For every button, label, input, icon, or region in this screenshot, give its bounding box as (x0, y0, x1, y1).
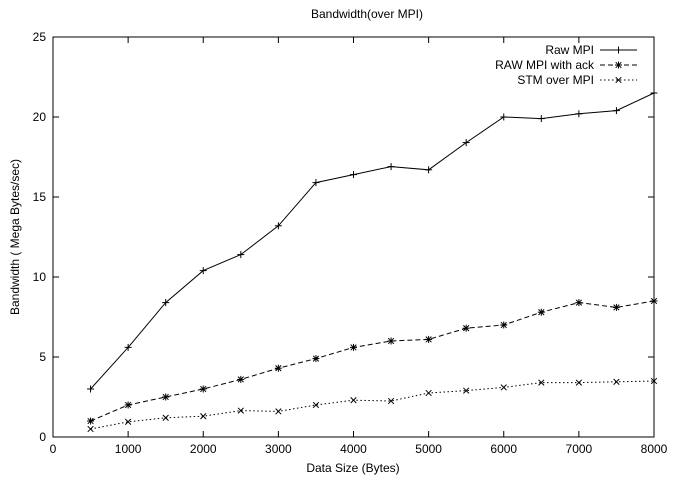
data-point (237, 375, 245, 383)
y-tick-label: 25 (33, 30, 47, 44)
data-point (312, 179, 320, 187)
data-point (650, 297, 658, 305)
data-point (387, 397, 395, 405)
data-point (650, 377, 658, 385)
data-point (538, 379, 545, 386)
y-axis-label: Bandwidth ( Mega Bytes/sec) (8, 159, 22, 315)
series-line (90, 92, 655, 390)
y-tick-label: 0 (39, 430, 46, 444)
data-point (124, 343, 132, 351)
data-point (613, 378, 620, 385)
data-point (274, 222, 282, 230)
data-point (124, 401, 132, 409)
x-axis-label: Data Size (Bytes) (306, 461, 399, 475)
data-point (575, 110, 583, 118)
data-point (425, 389, 432, 397)
data-point (537, 308, 545, 316)
data-point (500, 321, 508, 329)
data-point (350, 171, 357, 179)
x-tick-label: 5000 (415, 442, 442, 456)
data-point (124, 418, 132, 425)
x-tick-label: 3000 (265, 442, 292, 456)
y-tick-label: 10 (33, 270, 47, 284)
legend-marker (615, 76, 622, 84)
x-tick-label: 1000 (115, 442, 142, 456)
x-tick-label: 4000 (340, 442, 367, 456)
data-point (162, 299, 170, 307)
data-point (650, 89, 658, 97)
data-point (199, 385, 207, 393)
data-point (350, 343, 357, 351)
data-point (162, 414, 169, 421)
y-tick-label: 15 (33, 190, 47, 204)
x-tick-label: 0 (50, 442, 57, 456)
series-line (90, 300, 655, 422)
data-point (200, 413, 207, 420)
series-layer (87, 89, 658, 433)
data-point (612, 107, 620, 115)
data-point (275, 408, 282, 415)
series-0 (87, 89, 658, 393)
data-point (87, 385, 95, 393)
x-axis: 0 1000 2000 3000 4000 5000 6000 7000 8000 (50, 37, 668, 456)
data-point (462, 324, 470, 332)
data-point (312, 401, 320, 409)
data-point (575, 379, 583, 386)
data-point (612, 303, 620, 311)
data-point (350, 397, 357, 404)
x-tick-label: 8000 (641, 442, 668, 456)
y-tick-label: 5 (39, 350, 46, 364)
data-point (500, 113, 508, 121)
data-point (199, 267, 207, 275)
data-point (87, 425, 94, 433)
legend-marker (615, 61, 622, 69)
legend-label: Raw MPI (545, 43, 594, 57)
x-tick-label: 2000 (190, 442, 217, 456)
data-point (537, 115, 545, 123)
x-tick-label: 6000 (490, 442, 517, 456)
data-point (425, 335, 433, 343)
series-line (90, 380, 655, 430)
plot-frame (52, 36, 655, 438)
legend-marker (615, 46, 622, 54)
data-point (237, 251, 245, 259)
data-point (462, 139, 470, 147)
data-point (312, 355, 320, 363)
data-point (274, 364, 282, 372)
y-axis: 0 5 10 15 20 25 (33, 30, 654, 444)
data-point (387, 163, 395, 171)
data-point (87, 417, 95, 425)
data-point (387, 337, 395, 345)
data-point (500, 384, 507, 391)
data-point (425, 166, 433, 174)
chart-title: Bandwidth(over MPI) (311, 7, 423, 21)
series-2 (87, 377, 658, 433)
legend-label: RAW MPI with ack (495, 58, 595, 72)
data-point (463, 387, 470, 394)
series-1 (87, 297, 658, 425)
y-tick-label: 20 (33, 110, 47, 124)
data-point (575, 299, 583, 307)
data-point (162, 393, 170, 401)
legend-label: STM over MPI (517, 73, 594, 87)
data-point (237, 407, 244, 414)
x-tick-label: 7000 (566, 442, 593, 456)
